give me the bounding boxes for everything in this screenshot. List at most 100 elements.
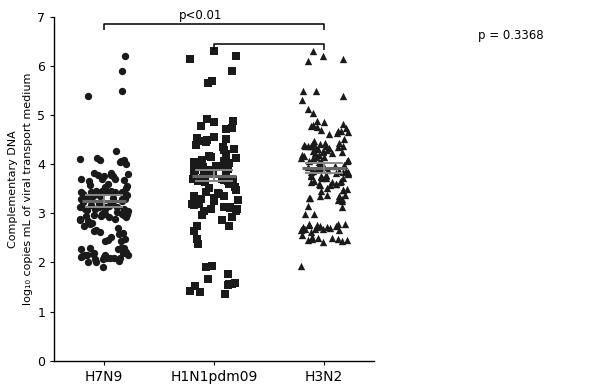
Point	[206, 167, 216, 173]
Point	[343, 158, 352, 164]
Point	[343, 169, 353, 176]
Point	[104, 214, 114, 220]
Point	[308, 109, 317, 116]
Point	[336, 178, 346, 184]
Point	[321, 143, 331, 149]
Point	[233, 197, 243, 203]
Point	[219, 147, 229, 153]
Point	[121, 236, 130, 242]
Point	[205, 185, 214, 191]
Point	[108, 173, 118, 180]
Point	[305, 158, 314, 164]
Point	[307, 236, 317, 242]
Point	[297, 232, 307, 238]
Point	[196, 122, 206, 129]
Point	[77, 253, 87, 260]
Point	[318, 149, 328, 155]
Point	[232, 155, 241, 161]
Point	[224, 281, 234, 287]
Point	[100, 254, 109, 261]
Point	[95, 193, 105, 200]
Point	[106, 234, 116, 240]
Point	[313, 118, 322, 124]
Point	[307, 229, 316, 235]
Point	[195, 138, 205, 144]
Point	[117, 68, 127, 74]
Point	[334, 197, 343, 203]
Point	[338, 142, 347, 149]
Point	[309, 138, 319, 144]
Point	[114, 231, 124, 237]
Point	[308, 122, 317, 128]
Point	[319, 164, 328, 171]
Point	[82, 252, 92, 258]
Point	[89, 169, 99, 176]
Point	[95, 229, 105, 235]
Point	[185, 289, 195, 295]
Point	[221, 151, 231, 158]
Point	[192, 223, 202, 229]
Point	[331, 223, 341, 229]
Point	[76, 254, 86, 260]
Point	[326, 225, 335, 231]
Point	[316, 158, 326, 164]
Point	[217, 176, 227, 182]
Point	[331, 181, 341, 187]
Point	[112, 204, 121, 211]
Point	[209, 119, 218, 125]
Point	[89, 251, 98, 257]
Point	[311, 87, 321, 94]
Point	[190, 201, 199, 208]
Point	[121, 185, 130, 191]
Point	[304, 221, 313, 228]
Point	[321, 173, 331, 179]
Point	[316, 127, 326, 133]
Point	[339, 136, 349, 142]
Point	[119, 191, 129, 198]
Point	[314, 235, 323, 241]
Point	[308, 48, 317, 54]
Point	[220, 158, 229, 164]
Point	[123, 209, 133, 215]
Point	[304, 58, 313, 64]
Point	[83, 207, 92, 213]
Point	[215, 191, 224, 197]
Point	[319, 148, 328, 154]
Point	[308, 168, 318, 174]
Point	[232, 187, 241, 193]
Point	[338, 93, 347, 99]
Point	[310, 226, 320, 232]
Point	[334, 140, 344, 146]
Point	[334, 168, 344, 174]
Point	[104, 180, 113, 187]
Point	[104, 203, 114, 209]
Point	[112, 209, 122, 215]
Point	[191, 165, 200, 172]
Point	[219, 203, 229, 210]
Point	[123, 252, 133, 258]
Point	[324, 131, 334, 137]
Point	[98, 264, 107, 270]
Point	[310, 150, 320, 156]
Point	[105, 255, 115, 261]
Point	[332, 170, 341, 176]
Point	[100, 211, 110, 217]
Point	[315, 181, 325, 188]
Point	[110, 215, 120, 221]
Point	[230, 183, 240, 190]
Point	[123, 171, 133, 177]
Point	[315, 141, 325, 147]
Point	[194, 177, 203, 183]
Point	[311, 145, 321, 152]
Point	[122, 214, 131, 220]
Point	[122, 183, 132, 190]
Point	[118, 250, 127, 257]
Point	[115, 258, 124, 264]
Point	[306, 169, 316, 175]
Point	[340, 221, 350, 228]
Point	[80, 223, 89, 229]
Point	[197, 157, 207, 163]
Point	[221, 125, 230, 132]
Point	[223, 166, 233, 172]
Point	[314, 159, 324, 165]
